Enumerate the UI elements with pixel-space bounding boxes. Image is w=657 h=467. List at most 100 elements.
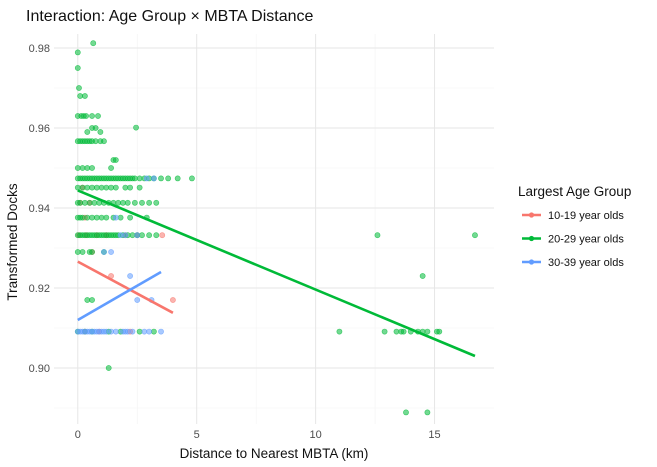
data-point (403, 409, 409, 416)
y-tick-label: 0.94 (29, 203, 50, 215)
data-point (336, 328, 343, 335)
data-point (112, 214, 119, 221)
data-point (472, 232, 478, 239)
data-point (103, 214, 110, 221)
data-point (381, 328, 388, 335)
data-point (108, 249, 114, 255)
data-point (159, 232, 166, 239)
data-point (82, 93, 88, 99)
legend-label: 30-39 year olds (548, 257, 624, 269)
data-point (112, 328, 119, 335)
data-point (150, 175, 157, 182)
data-point (174, 175, 181, 182)
data-point (79, 165, 86, 171)
y-axis-title: Transformed Docks (5, 183, 20, 301)
data-point (146, 328, 153, 335)
data-point (105, 365, 112, 371)
data-point (98, 184, 105, 191)
data-point (129, 232, 136, 239)
data-point (89, 249, 95, 255)
scatter-points (74, 40, 478, 416)
data-point (120, 199, 126, 206)
data-point (108, 328, 114, 335)
data-point (134, 232, 141, 239)
data-point (74, 49, 81, 56)
data-point (170, 297, 176, 303)
data-point (101, 249, 107, 255)
data-point (424, 328, 431, 335)
data-point (112, 157, 119, 163)
data-point (84, 165, 91, 171)
data-point (79, 249, 86, 255)
data-point (158, 328, 164, 335)
data-point (139, 199, 145, 206)
data-point (74, 165, 81, 171)
data-point (108, 165, 114, 171)
data-point (89, 184, 95, 191)
data-point (124, 328, 131, 335)
data-point (101, 138, 107, 145)
legend-label: 20-29 year olds (548, 234, 624, 246)
trend-line (77, 260, 174, 314)
data-point (146, 232, 153, 239)
data-point (127, 184, 134, 191)
data-point (393, 328, 400, 335)
data-point (165, 175, 172, 182)
data-point (91, 199, 98, 206)
data-point (131, 199, 138, 206)
data-point (134, 297, 141, 303)
data-point (89, 165, 95, 171)
data-point (77, 93, 84, 99)
data-point (83, 113, 90, 119)
data-point (90, 40, 97, 47)
data-point (98, 214, 105, 221)
data-point (424, 409, 431, 416)
data-point (146, 199, 153, 206)
legend-label: 10-19 year olds (548, 210, 624, 222)
data-point (374, 232, 381, 239)
data-point (103, 184, 110, 191)
data-point (150, 328, 157, 335)
data-point (136, 184, 143, 191)
data-point (419, 273, 426, 279)
y-tick-label: 0.98 (29, 43, 50, 55)
x-tick-label: 0 (75, 429, 81, 441)
data-point (400, 328, 407, 335)
data-point (103, 328, 110, 335)
data-point (92, 125, 99, 131)
data-point (74, 65, 81, 71)
legend-key-point (528, 235, 535, 242)
x-tick-label: 5 (194, 429, 200, 441)
data-point (84, 297, 91, 303)
data-point (82, 199, 88, 206)
data-point (108, 184, 114, 191)
data-point (117, 232, 124, 239)
data-point (143, 175, 150, 182)
data-point (127, 214, 134, 221)
data-point (136, 175, 143, 182)
data-point (189, 175, 195, 182)
data-point (139, 232, 145, 239)
data-point (141, 328, 148, 335)
data-point (124, 199, 131, 206)
legend-key-point (528, 212, 535, 218)
trend-line (77, 270, 162, 322)
data-point (77, 199, 84, 206)
legend-title: Largest Age Group (518, 184, 631, 199)
data-point (95, 113, 101, 119)
data-point (436, 328, 443, 335)
data-point (93, 214, 100, 221)
data-point (74, 184, 81, 191)
data-point (158, 175, 164, 182)
chart-title: Interaction: Age Group × MBTA Distance (26, 8, 314, 25)
data-point (122, 184, 129, 191)
data-point (117, 214, 124, 221)
data-point (127, 273, 134, 279)
y-tick-label: 0.96 (29, 123, 50, 135)
data-point (84, 184, 91, 191)
data-point (89, 214, 95, 221)
data-point (92, 138, 99, 145)
x-tick-label: 15 (428, 429, 440, 441)
data-point (84, 129, 91, 135)
